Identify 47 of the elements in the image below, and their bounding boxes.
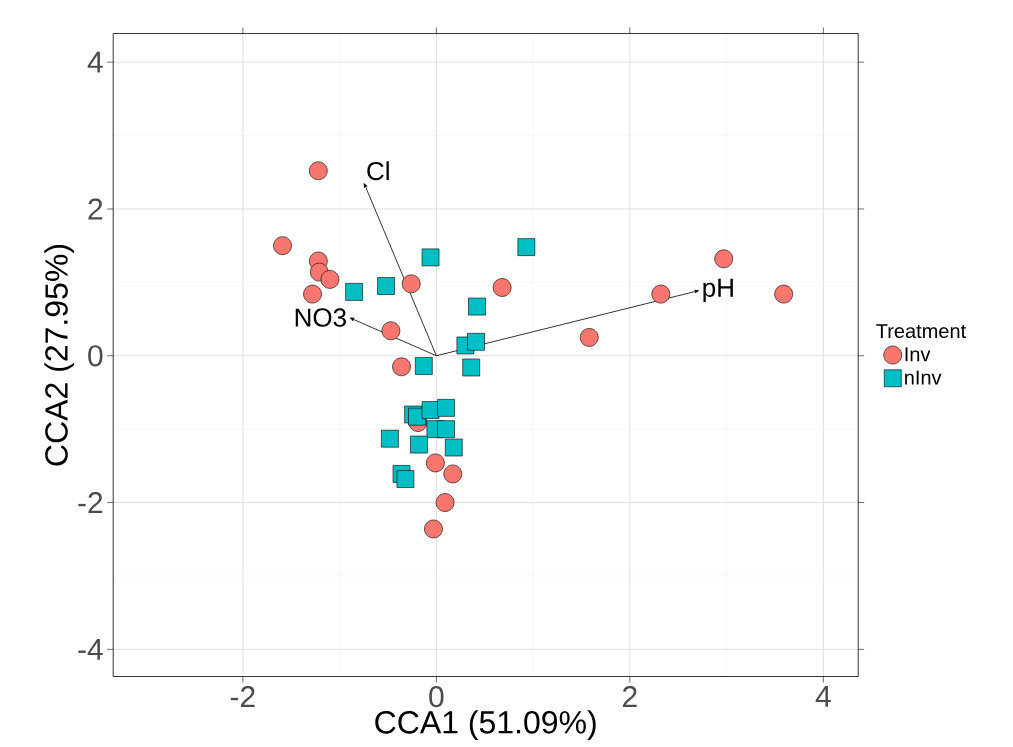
point bbox=[396, 470, 415, 488]
point bbox=[392, 357, 411, 377]
point bbox=[651, 284, 671, 304]
point bbox=[320, 270, 340, 289]
point bbox=[444, 438, 463, 457]
point bbox=[424, 519, 443, 539]
legend-label: Inv bbox=[905, 347, 931, 362]
x-tick-label: 0 bbox=[429, 686, 444, 708]
point bbox=[774, 284, 793, 304]
y-tick-label: 0 bbox=[88, 345, 103, 367]
point bbox=[273, 236, 292, 255]
annotation: pH bbox=[703, 278, 733, 303]
point bbox=[468, 297, 486, 316]
point bbox=[437, 399, 455, 417]
point bbox=[426, 453, 445, 473]
point bbox=[377, 277, 395, 295]
x-tick-label: -2 bbox=[230, 686, 255, 707]
x-tick-label: 2 bbox=[623, 686, 637, 707]
x-tick-label: 4 bbox=[815, 686, 831, 707]
point bbox=[467, 333, 485, 351]
point bbox=[437, 420, 455, 438]
point bbox=[381, 429, 399, 448]
point bbox=[345, 283, 363, 301]
point bbox=[401, 274, 421, 294]
legend-label: nInv bbox=[905, 370, 942, 385]
point bbox=[435, 493, 455, 512]
point bbox=[421, 248, 440, 267]
y-tick-label: 4 bbox=[87, 51, 103, 73]
point bbox=[517, 238, 536, 256]
point bbox=[579, 328, 599, 347]
point bbox=[492, 278, 512, 297]
point bbox=[714, 249, 734, 269]
y-tick-label: 2 bbox=[88, 198, 103, 220]
point bbox=[462, 358, 480, 377]
y-axis-title: CCA2 (27.95%) bbox=[44, 245, 75, 466]
y-tick-label: -2 bbox=[78, 492, 103, 514]
y-tick-label: -4 bbox=[78, 639, 103, 660]
point bbox=[381, 321, 401, 341]
point bbox=[443, 464, 463, 484]
legend-title: Treatment bbox=[876, 324, 966, 339]
point bbox=[414, 357, 433, 375]
point bbox=[303, 284, 322, 304]
annotation: NO3 bbox=[295, 308, 346, 327]
point bbox=[309, 161, 328, 181]
x-axis-title: CCA1 (51.09%) bbox=[375, 710, 596, 740]
point bbox=[410, 435, 428, 454]
annotation: Cl bbox=[367, 161, 389, 181]
